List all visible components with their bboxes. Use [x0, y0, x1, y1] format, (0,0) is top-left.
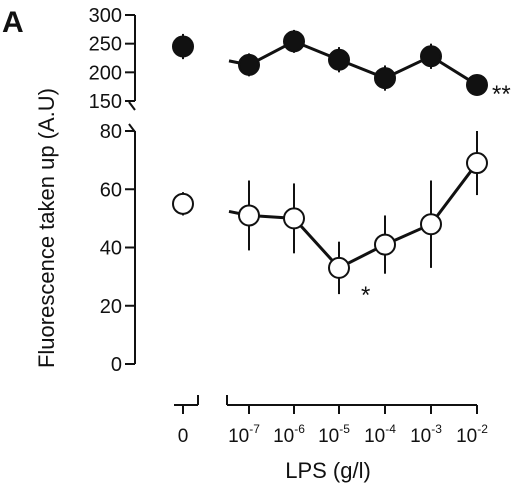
error-bars-layer [182, 29, 478, 295]
x-tick-label: 10-3 [410, 422, 442, 447]
filled-circle-point [466, 73, 488, 96]
y-axis-title: Fluorescence taken up (A.U) [34, 88, 59, 368]
lower-y-tick-label: 0 [111, 354, 122, 376]
panel-label: A [2, 6, 24, 39]
x-tick-label: 10-7 [228, 422, 260, 447]
open-circle-point [283, 207, 305, 230]
axes-layer: 150 200 250 300 0 20 40 60 80 [89, 5, 478, 414]
upper-y-tick-label: 250 [89, 34, 122, 56]
filled-circle-point [374, 67, 396, 90]
filled-circle-series-line [228, 39, 478, 87]
open-circle-point [328, 256, 350, 279]
filled-circle-point [420, 45, 442, 68]
x-axis-title: LPS (g/l) [285, 458, 371, 483]
x-tick-label: 10-6 [273, 422, 305, 447]
labels-layer: 0 10-7 10-6 10-5 10-4 10-3 10-2*** [178, 81, 511, 447]
significance-marker: ** [492, 81, 511, 108]
axis-break-upper [128, 101, 136, 111]
x-tick-label: 10-5 [318, 422, 350, 447]
open-circle-point [374, 233, 396, 256]
filled-circle-point [238, 53, 260, 76]
open-circle-series-line [228, 162, 479, 270]
x-tick-label: 10-2 [456, 422, 488, 447]
open-circle-point [172, 192, 194, 215]
x-tick-label: 10-4 [364, 422, 396, 447]
lower-y-tick-label: 80 [100, 121, 122, 143]
x-tick-label: 0 [178, 426, 189, 447]
open-circle-point [466, 152, 488, 175]
upper-y-tick-label: 150 [89, 91, 122, 113]
filled-circle-point [283, 30, 305, 53]
significance-marker: * [361, 282, 370, 309]
lower-y-tick-label: 20 [100, 296, 122, 318]
open-circle-point [238, 204, 260, 227]
filled-circle-point [172, 35, 194, 58]
upper-y-tick-label: 200 [89, 62, 122, 84]
open-circle-point [420, 213, 442, 236]
lower-y-tick-label: 40 [100, 238, 122, 260]
upper-y-tick-label: 300 [89, 5, 122, 27]
lower-y-tick-label: 60 [100, 179, 122, 201]
filled-circle-point [328, 48, 350, 71]
data-points-layer [172, 30, 488, 279]
series-lines-layer [228, 39, 479, 270]
